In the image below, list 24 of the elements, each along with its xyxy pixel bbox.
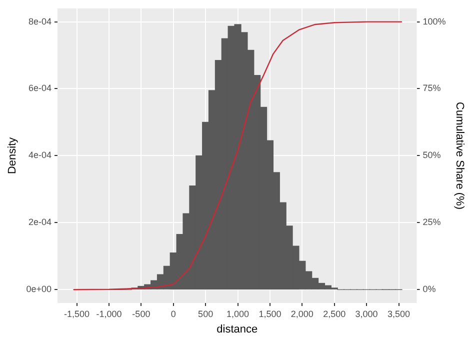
- x-tick-label: -1,000: [96, 308, 122, 319]
- y2-tick-label: 25%: [422, 217, 441, 228]
- x-tick-label: 0: [170, 308, 176, 319]
- x-tick-label: 1,500: [258, 308, 282, 319]
- y-tick-label: 6e-04: [28, 83, 52, 94]
- x-tick-label: 3,500: [387, 308, 410, 319]
- y2-tick-label: 50%: [422, 150, 441, 160]
- x-tick-label: -500: [132, 308, 150, 319]
- y2-axis-title: Cumulative Share (%): [453, 102, 466, 210]
- x-tick-label: 1,000: [226, 308, 250, 319]
- y2-tick-label: 100%: [422, 16, 446, 26]
- y-tick-label: 2e-04: [28, 217, 52, 228]
- y-tick-label: 0e+00: [26, 284, 52, 294]
- x-tick-label: 500: [198, 308, 214, 319]
- y-tick-label: 4e-04: [28, 150, 52, 160]
- y-axis-title: Density: [6, 136, 19, 174]
- x-tick-label: -1,500: [64, 308, 90, 319]
- y2-tick-label: 0%: [422, 284, 436, 294]
- x-tick-label: 3,000: [355, 308, 378, 319]
- x-tick-label: 2,000: [290, 308, 314, 319]
- y2-tick-label: 75%: [422, 83, 441, 94]
- x-axis-title: distance: [216, 323, 258, 336]
- y-tick-label: 8e-04: [28, 16, 52, 26]
- x-tick-label: 2,500: [323, 308, 346, 319]
